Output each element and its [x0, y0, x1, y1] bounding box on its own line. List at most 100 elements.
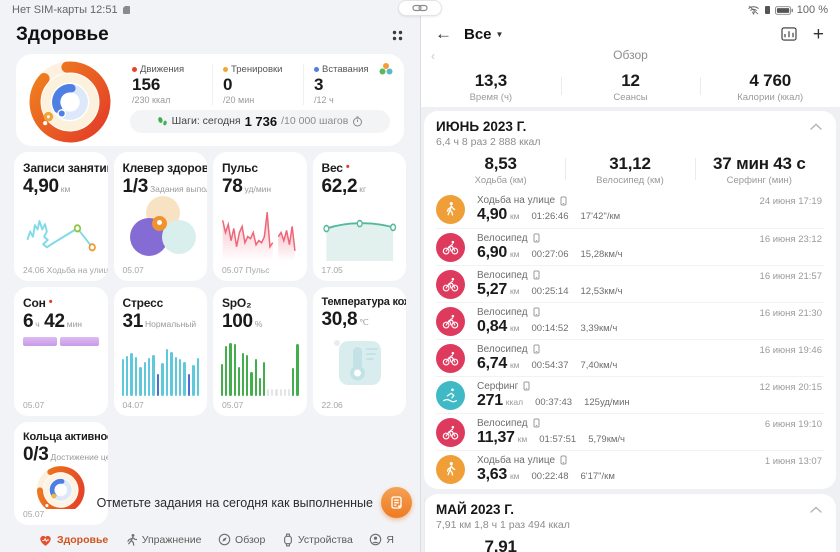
- workout-row[interactable]: Велосипед 0,84 км 00:14:52 3,39км/ч 16 и…: [436, 302, 824, 339]
- workout-row[interactable]: Серфинг 271 ккал 00:37:43 125уд/мин 12 и…: [436, 376, 824, 413]
- workout-unit: км: [509, 359, 520, 370]
- workout-duration: 01:57:51: [539, 433, 577, 445]
- card-weight[interactable]: Вес • 62,2 кг 17.05: [312, 152, 406, 281]
- sleep-hours: 6: [23, 311, 34, 332]
- workout-date: 24 июня 17:19: [759, 196, 822, 207]
- spo2-title: SpO₂: [222, 296, 252, 310]
- tab-exercise[interactable]: Упражнение: [125, 533, 202, 547]
- workout-type-icon: [436, 343, 465, 373]
- workout-value: 11,37: [477, 428, 515, 446]
- chart-view-icon[interactable]: [781, 27, 797, 41]
- grid-menu-icon[interactable]: [391, 29, 404, 42]
- sleep-footer: 05.07: [23, 400, 45, 410]
- workout-row[interactable]: Ходьба на улице 3,63 км 00:22:48 6'17"/к…: [436, 450, 824, 487]
- workout-value: 0,84: [477, 317, 507, 335]
- tab-me[interactable]: Я: [369, 533, 394, 546]
- exercise-dot: [223, 67, 228, 72]
- mark-tasks-done-button[interactable]: [381, 487, 412, 518]
- workout-value: 4,90: [477, 206, 507, 223]
- tab-overview[interactable]: Обзор: [218, 533, 265, 546]
- activity-rings-mini-graphic: [26, 464, 96, 514]
- workout-name: Велосипед: [477, 343, 528, 355]
- collapse-chevron-icon[interactable]: [810, 123, 822, 130]
- sleep-bar-graphic: [23, 337, 100, 346]
- steps-pill[interactable]: Шаги: сегодня 1 736/10 000 шагов: [130, 109, 390, 133]
- steps-total: /10 000 шагов: [281, 115, 349, 128]
- workout-type-filter[interactable]: Все ▼: [464, 26, 503, 43]
- person-icon: [370, 533, 382, 546]
- weight-value: 62,2: [321, 176, 358, 197]
- workout-name: Серфинг: [477, 380, 519, 392]
- spo2-value: 100: [222, 311, 253, 332]
- chevron-left-icon[interactable]: ‹: [431, 49, 435, 63]
- workout-duration: 01:26:46: [531, 211, 569, 222]
- workout-info: Серфинг 271 ккал 00:37:43 125уд/мин: [477, 381, 824, 410]
- workout-name: Ходьба на улице: [477, 195, 556, 206]
- workout-type-icon: [436, 269, 465, 299]
- month-card-june: ИЮНЬ 2023 Г. 6,4 ч 8 раз 2 888 ккал 8,53…: [424, 111, 836, 489]
- split-screen-handle[interactable]: [398, 0, 442, 16]
- tab-me-label: Я: [386, 533, 394, 546]
- months-list[interactable]: ИЮНЬ 2023 Г. 6,4 ч 8 раз 2 888 ккал 8,53…: [421, 107, 840, 552]
- pulse-footer: 05.07 Пульс: [222, 265, 270, 275]
- route-map-graphic: [20, 202, 102, 261]
- weight-chart-graphic: [319, 210, 401, 261]
- june-stats: 8,53 Ходьба (км) 31,12 Велосипед (км) 37 м…: [436, 154, 824, 191]
- tab-exercise-label: Упражнение: [141, 533, 202, 546]
- workout-duration: 00:25:14: [531, 285, 569, 297]
- workout-row[interactable]: Велосипед 6,90 км 00:27:06 15,28км/ч 16 …: [436, 228, 824, 265]
- workout-info: Ходьба на улице 4,90 км 01:26:46 17'42"/…: [477, 195, 824, 224]
- activity-rings-unit: Достижение цели: [50, 452, 108, 462]
- metric-stand: Вставания 3 /12 ч: [303, 64, 394, 105]
- workout-row[interactable]: Велосипед 5,27 км 00:25:14 12,53км/ч 16 …: [436, 265, 824, 302]
- stress-unit: Нормальный: [145, 319, 197, 329]
- workout-row[interactable]: Ходьба на улице 4,90 км 01:26:46 17'42"/…: [436, 191, 824, 228]
- phone-icon: [533, 344, 540, 354]
- left-header: Здоровье: [0, 18, 420, 50]
- workout-row[interactable]: Велосипед 11,37 км 01:57:51 5,79км/ч 6 и…: [436, 413, 824, 450]
- battery-percent: 100 %: [796, 4, 828, 16]
- card-heart-rate[interactable]: Пульс 78 уд/мин 05.07 Пульс: [213, 152, 307, 281]
- sleep-minutes: 42: [44, 311, 65, 332]
- workout-value: 3,63: [477, 465, 507, 483]
- workout-type-icon: [436, 380, 465, 410]
- workout-info: Велосипед 5,27 км 00:25:14 12,53км/ч: [477, 270, 824, 299]
- health-home-pane: Нет SIM-карты 12:51 Здоровье: [0, 0, 420, 547]
- workout-pace: 12,53км/ч: [580, 285, 623, 297]
- card-stress[interactable]: Стресс 31 Нормальный 04.07: [113, 287, 207, 416]
- pane-divider: [420, 0, 421, 552]
- activity-rings-title: Кольца активности: [23, 431, 108, 443]
- workout-date: 16 июня 21:57: [759, 271, 822, 282]
- clover-task-prompt: Отметьте задания на сегодня как выполнен…: [97, 487, 412, 518]
- move-target: /230 ккал: [132, 94, 171, 105]
- workout-pace: 17'42"/км: [580, 211, 621, 222]
- workout-pace: 7,40км/ч: [580, 359, 618, 371]
- skin-temp-footer: 22.06: [321, 400, 343, 410]
- workout-row[interactable]: Велосипед 6,74 км 00:54:37 7,40км/ч 16 и…: [436, 339, 824, 376]
- phone-icon: [523, 381, 530, 391]
- records-title: Записи занятий: [23, 161, 108, 175]
- card-skin-temperature[interactable]: Температура кожи 30,8℃ 22.06: [312, 287, 406, 416]
- sleep-hours-unit: ч: [35, 319, 40, 329]
- card-spo2[interactable]: SpO₂ 100% 05.07: [213, 287, 307, 416]
- clover-unit: Задания выполнены: [150, 184, 207, 194]
- tab-health[interactable]: Здоровье: [38, 533, 108, 547]
- back-arrow-icon[interactable]: ←: [435, 24, 452, 43]
- sleep-alert-dot: •: [48, 296, 53, 308]
- phone-icon: [533, 418, 540, 428]
- steps-value: 1 736: [244, 113, 278, 129]
- fab-prompt-text: Отметьте задания на сегодня как выполнен…: [96, 495, 373, 510]
- status-bar-left: Нет SIM-карты 12:51: [0, 0, 420, 18]
- activity-summary-card[interactable]: Движения 156 /230 ккал Тренировки 0 /20 …: [16, 54, 404, 146]
- clover-mini-icon: [379, 63, 393, 75]
- pulse-title: Пульс: [222, 161, 258, 175]
- tab-devices[interactable]: Устройства: [282, 533, 353, 547]
- card-workout-records[interactable]: Записи занятий 4,90 км 24.06 Ходьба на ул…: [14, 152, 108, 281]
- watch-icon: [283, 533, 292, 546]
- exercise-value: 0: [223, 75, 233, 94]
- add-workout-icon[interactable]: +: [812, 23, 824, 45]
- collapse-chevron-icon[interactable]: [810, 506, 822, 513]
